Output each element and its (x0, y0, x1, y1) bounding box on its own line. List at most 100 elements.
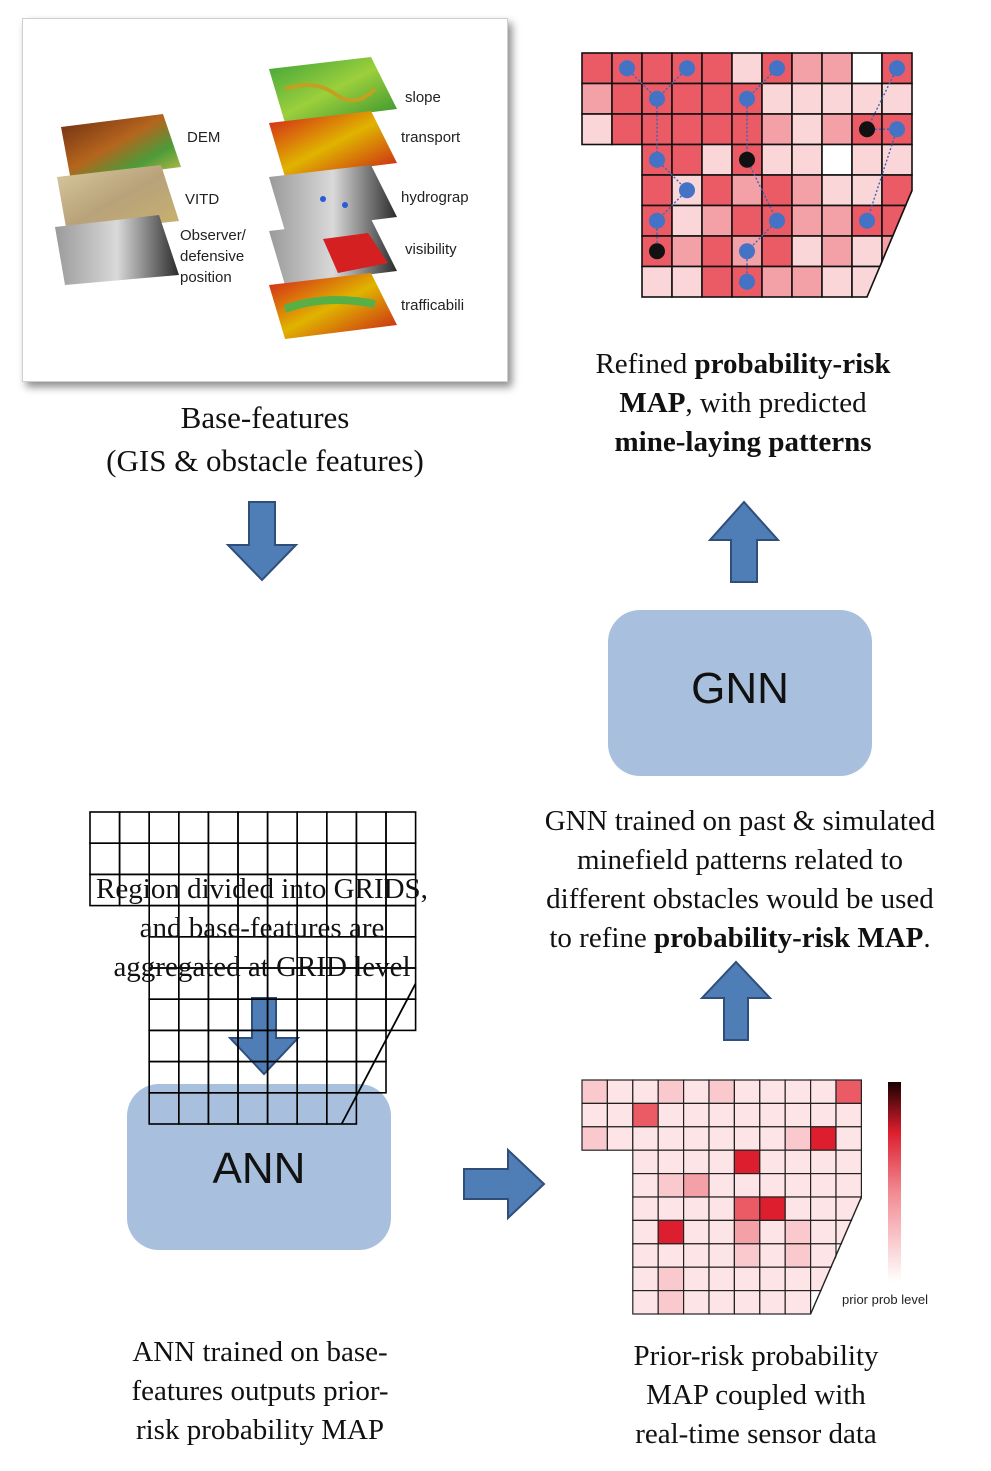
refined-cutout (867, 190, 913, 299)
grid-cell (118, 811, 150, 845)
prior-cell (632, 1196, 659, 1221)
mine-link (746, 220, 778, 252)
prior-cell (835, 1172, 862, 1198)
grid-cell (237, 1091, 269, 1125)
prior-caption-line2: MAP coupled with (646, 1379, 866, 1411)
prior-cell (657, 1172, 685, 1198)
grid-cell (326, 1091, 358, 1125)
refined-caption-l2-plain: , with predicted (685, 387, 867, 419)
prior-cell (632, 1102, 659, 1128)
colorbar (888, 1082, 901, 1282)
prior-cell (581, 1079, 608, 1104)
gnn-caption-line3: different obstacles would be used (546, 883, 934, 915)
refined-cell (641, 265, 673, 298)
refined-cell (761, 265, 793, 298)
mine-link (746, 67, 778, 100)
grid-cell (148, 1060, 180, 1094)
prior-cell (632, 1126, 659, 1151)
refined-cell (701, 52, 733, 85)
mine-node (769, 60, 785, 77)
grid-cell (385, 811, 417, 845)
refined-caption-l3-bold: mine-laying patterns (614, 426, 872, 458)
refined-cell (821, 235, 853, 268)
mine-link (866, 67, 898, 130)
refined-cell (671, 204, 703, 237)
layer-label-observer: Observer/ defensive position (180, 227, 246, 286)
prior-cell (682, 1266, 710, 1292)
refined-cell (851, 143, 883, 176)
mine-node (739, 243, 755, 260)
layer-label-visibility: visibility (405, 241, 457, 258)
refined-map-caption: Refined probability-risk MAP, with predi… (560, 345, 926, 462)
mine-link (656, 67, 688, 100)
arrow-up-gnn (707, 500, 781, 583)
grid-cell (296, 1091, 328, 1125)
grid-cell (266, 1029, 299, 1063)
refined-cell (611, 113, 643, 146)
prior-cell (708, 1266, 735, 1292)
refined-cell (821, 265, 853, 298)
prior-cell (708, 1079, 735, 1104)
prior-caption-line3: real-time sensor data (635, 1418, 877, 1450)
prior-cell (682, 1219, 710, 1245)
grid-caption: Region divided into GRIDS, and base-feat… (62, 870, 462, 987)
layer-label-hydrograp: hydrograp (401, 189, 469, 206)
prior-cell (784, 1172, 812, 1198)
refined-cell (671, 265, 703, 298)
gnn-caption-line1: GNN trained on past & simulated (544, 805, 936, 837)
prior-cell (606, 1079, 634, 1104)
prior-cell (733, 1219, 761, 1245)
grid-cell (355, 1029, 387, 1063)
prior-cell (708, 1290, 735, 1315)
mine-node (859, 121, 875, 138)
refined-cell (791, 204, 823, 237)
grid-edge (340, 983, 417, 1125)
refined-cell (701, 265, 733, 298)
ann-label: ANN (212, 1144, 306, 1193)
grid-cell (355, 811, 387, 845)
visibility-layer (269, 219, 397, 285)
layer-label-slope: slope (405, 89, 441, 106)
prior-cell (784, 1102, 812, 1128)
ann-caption-line3: risk probability MAP (135, 1414, 385, 1446)
refined-cell (731, 204, 763, 237)
grid-cell (355, 998, 387, 1032)
grid-cell (207, 811, 239, 845)
ann-caption-line2: features outputs prior- (131, 1375, 389, 1407)
gnn-caption-line4-end: . (923, 922, 931, 954)
prior-cell (733, 1149, 761, 1175)
refined-caption-l1-plain: Refined (595, 348, 695, 380)
prior-cell (657, 1149, 685, 1175)
grid-cell (326, 998, 358, 1032)
prior-cell (657, 1102, 685, 1128)
refined-cell (701, 82, 733, 115)
grid-cell (296, 811, 328, 845)
prior-cell (733, 1266, 761, 1292)
prior-cell (657, 1243, 685, 1268)
region-grid (89, 811, 417, 1125)
mine-link (656, 189, 688, 222)
refined-cell (791, 113, 823, 146)
refined-cell (761, 82, 793, 115)
prior-cell (835, 1126, 862, 1151)
refined-cell (731, 174, 763, 207)
prior-risk-probability-map: prior prob level (581, 1079, 928, 1316)
prior-cell (708, 1196, 735, 1221)
refined-cell (791, 143, 823, 176)
prior-cell (810, 1102, 837, 1128)
base-features-caption: Base-features (GIS & obstacle features) (20, 396, 510, 482)
refined-cell (611, 52, 643, 85)
mine-node (889, 121, 905, 138)
prior-cell (657, 1196, 685, 1221)
gis-layers-illustration (55, 57, 397, 339)
prior-cell (657, 1266, 685, 1292)
base-caption-line1: Base-features (180, 400, 350, 435)
prior-cell (708, 1126, 735, 1151)
refined-cell (701, 143, 733, 176)
refined-cell (641, 52, 673, 85)
prior-caption-line1: Prior-risk probability (633, 1340, 879, 1372)
prior-cell (784, 1266, 812, 1292)
grid-cell (266, 811, 299, 845)
grid-cell (148, 811, 180, 845)
gnn-caption: GNN trained on past & simulated minefiel… (515, 802, 965, 958)
